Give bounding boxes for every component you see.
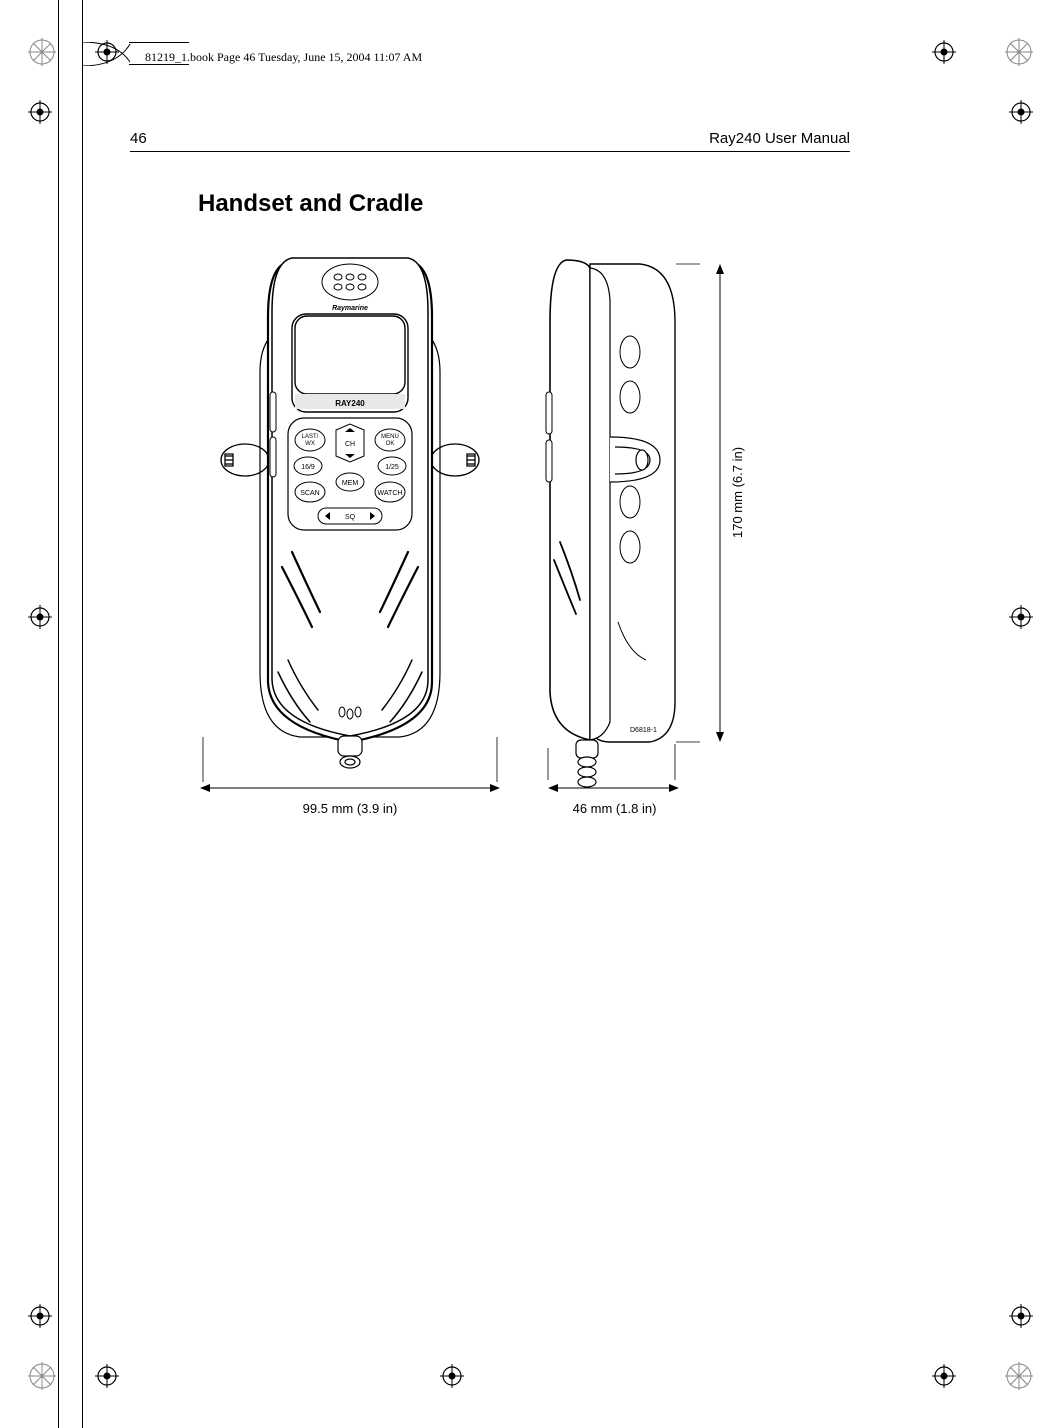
- crosshair-icon: [28, 1304, 52, 1328]
- 1-25-button: 1/25: [385, 464, 399, 471]
- dimension-width-label: 99.5 mm (3.9 in): [200, 801, 500, 816]
- dimension-width: 99.5 mm (3.9 in): [200, 780, 500, 810]
- reg-mark-icon: [28, 38, 56, 66]
- dimension-height: 170 mm (6.7 in): [712, 242, 742, 767]
- dimension-depth: 46 mm (1.8 in): [532, 780, 697, 810]
- crosshair-icon: [95, 1364, 119, 1388]
- diagram-area: Raymarine RAY240 LAST/ WX: [130, 242, 850, 862]
- ch-rocker: CH: [336, 424, 364, 462]
- crosshair-icon: [1009, 605, 1033, 629]
- figure-ref: D6818-1: [630, 727, 657, 734]
- crosshair-icon: [932, 1364, 956, 1388]
- page-number: 46: [130, 130, 147, 147]
- reg-mark-icon: [28, 1362, 56, 1390]
- crosshair-icon: [1009, 100, 1033, 124]
- handset-front-diagram: Raymarine RAY240 LAST/ WX: [200, 242, 500, 802]
- sq-button: SQ: [345, 514, 356, 521]
- menu-ok-button: MENU: [381, 434, 399, 440]
- crosshair-icon: [28, 100, 52, 124]
- mem-button: MEM: [342, 480, 359, 487]
- handset-side-diagram: D6818-1: [530, 242, 700, 802]
- last-wx-button: LAST/: [302, 434, 319, 440]
- reg-mark-icon: [1005, 1362, 1033, 1390]
- crosshair-icon: [440, 1364, 464, 1388]
- dimension-depth-label: 46 mm (1.8 in): [532, 801, 697, 816]
- crosshair-icon: [932, 40, 956, 64]
- page: 81219_1.book Page 46 Tuesday, June 15, 2…: [0, 0, 1061, 1428]
- manual-title: Ray240 User Manual: [709, 130, 850, 147]
- book-header: 81219_1.book Page 46 Tuesday, June 15, 2…: [145, 50, 422, 65]
- scan-button: SCAN: [300, 490, 319, 497]
- 16-9-button: 16/9: [301, 464, 315, 471]
- crosshair-icon: [1009, 1304, 1033, 1328]
- reg-mark-icon: [1005, 38, 1033, 66]
- dimension-height-label: 170 mm (6.7 in): [730, 402, 745, 582]
- svg-text:CH: CH: [345, 441, 355, 448]
- crosshair-icon: [28, 605, 52, 629]
- watch-button: WATCH: [378, 490, 403, 497]
- content-area: 46 Ray240 User Manual Handset and Cradle: [130, 130, 850, 862]
- svg-text:OK: OK: [386, 441, 395, 447]
- svg-text:WX: WX: [305, 441, 315, 447]
- brand-label: Raymarine: [332, 305, 368, 312]
- model-label: RAY240: [335, 399, 365, 408]
- section-heading: Handset and Cradle: [198, 190, 850, 218]
- running-header: 46 Ray240 User Manual: [130, 130, 850, 152]
